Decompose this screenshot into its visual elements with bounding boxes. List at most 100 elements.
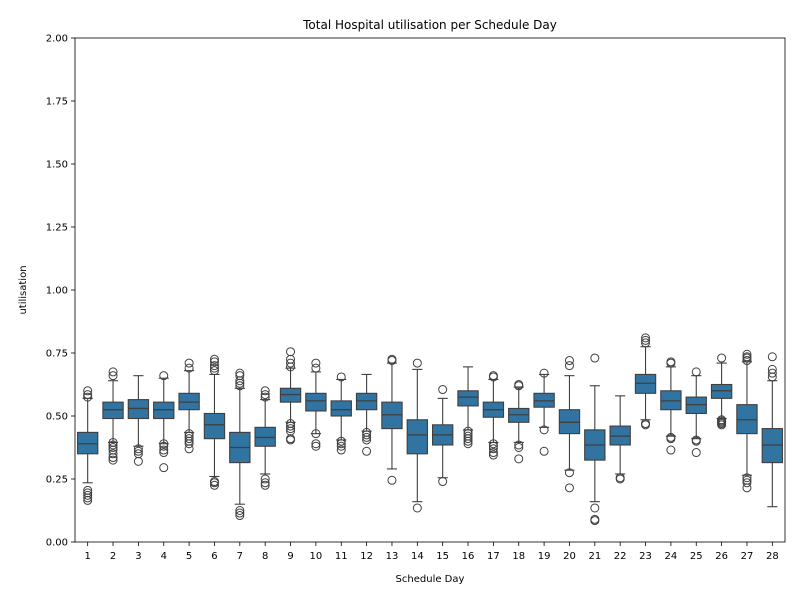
x-tick-label: 27	[741, 551, 754, 562]
box-day-15	[431, 385, 454, 487]
outlier-point	[311, 439, 321, 449]
box-day-4	[153, 371, 175, 473]
outlier-point	[691, 448, 701, 458]
outlier-point	[311, 429, 321, 439]
outlier-point	[108, 449, 118, 459]
y-axis-label: utilisation	[18, 265, 29, 314]
outlier-point	[108, 440, 118, 450]
outlier-point	[438, 385, 448, 395]
box-day-11	[330, 372, 352, 455]
y-tick-label: 1.50	[46, 160, 68, 171]
x-axis-label: Schedule Day	[396, 574, 465, 585]
outlier-point	[260, 390, 270, 400]
outlier-point	[336, 441, 346, 451]
y-tick-label: 1.25	[46, 223, 68, 234]
x-tick-label: 5	[186, 551, 192, 562]
outlier-point	[666, 445, 676, 455]
plot-area	[76, 333, 784, 526]
outlier-point	[235, 381, 245, 391]
outlier-point	[209, 357, 219, 367]
box-day-17	[482, 371, 505, 460]
outlier-point	[539, 425, 549, 435]
outlier-point	[159, 463, 169, 473]
outlier-point	[717, 415, 727, 425]
x-tick-label: 4	[161, 551, 167, 562]
outlier-point	[133, 444, 143, 454]
box-day-9	[279, 347, 302, 445]
outlier-point	[260, 392, 270, 402]
box-day-5	[178, 358, 200, 454]
outlier-point	[514, 440, 524, 450]
outlier-point	[286, 358, 296, 368]
x-tick-label: 11	[335, 551, 348, 562]
x-tick-label: 22	[614, 551, 627, 562]
x-tick-label: 19	[538, 551, 551, 562]
outlier-point	[742, 473, 752, 483]
y-tick-label: 1.75	[46, 97, 68, 108]
outlier-point	[336, 445, 346, 455]
outlier-point	[311, 358, 321, 368]
box-day-19	[533, 368, 555, 456]
outlier-point	[209, 354, 219, 364]
chart-title: Total Hospital utilisation per Schedule …	[302, 18, 557, 32]
x-tick-label: 3	[135, 551, 141, 562]
outlier-point	[159, 448, 169, 458]
outlier-point	[488, 448, 498, 458]
outlier-point	[488, 371, 498, 381]
outlier-point	[362, 427, 372, 437]
y-tick-label: 0.25	[46, 475, 68, 486]
outlier-point	[260, 386, 270, 396]
box-day-16	[457, 366, 479, 449]
outlier-point	[590, 503, 600, 513]
x-tick-label: 12	[360, 551, 373, 562]
box-day-13	[381, 354, 403, 485]
plot-frame	[74, 37, 786, 543]
box-day-12	[355, 373, 378, 456]
box-day-14	[406, 358, 429, 513]
outlier-point	[717, 353, 727, 363]
box-day-23	[634, 333, 657, 430]
outlier-point	[108, 443, 118, 452]
outlier-point	[133, 456, 143, 466]
outlier-point	[184, 431, 194, 441]
outlier-point	[488, 450, 498, 460]
x-axis: 1 2 3 4 5 6 7 8 9 10 11 12 13 14 15 16 17 18 19 20 21 22 23 24 2…	[84, 542, 779, 562]
outlier-point	[641, 419, 651, 429]
outlier-point	[311, 363, 321, 373]
box-iqr	[330, 400, 352, 417]
outlier-point	[108, 437, 118, 447]
x-tick-label: 13	[386, 551, 399, 562]
outlier-point	[539, 446, 549, 456]
outlier-point	[133, 446, 143, 456]
outlier-point	[286, 419, 296, 429]
x-tick-label: 7	[237, 551, 243, 562]
outlier-point	[83, 390, 93, 400]
x-tick-label: 24	[665, 551, 678, 562]
outlier-point	[235, 511, 245, 521]
outlier-point	[564, 483, 574, 493]
box-day-1	[76, 386, 99, 505]
outlier-point	[83, 490, 93, 500]
outlier-point	[209, 366, 219, 376]
x-tick-label: 20	[563, 551, 576, 562]
outlier-point	[159, 445, 169, 455]
x-tick-label: 25	[690, 551, 703, 562]
outlier-point	[336, 439, 346, 449]
outlier-point	[742, 352, 752, 362]
outlier-point	[767, 352, 777, 362]
outlier-point	[83, 392, 93, 402]
outlier-point	[235, 371, 245, 381]
outlier-point	[590, 353, 600, 363]
box-day-21	[584, 353, 606, 526]
x-tick-label: 10	[310, 551, 323, 562]
x-tick-label: 14	[411, 551, 424, 562]
x-tick-label: 28	[766, 551, 779, 562]
outlier-point	[514, 380, 524, 389]
outlier-point	[184, 358, 194, 368]
outlier-point	[184, 363, 194, 373]
outlier-point	[514, 454, 524, 464]
x-tick-label: 21	[588, 551, 601, 562]
outlier-point	[615, 473, 625, 483]
box-day-27	[736, 349, 758, 493]
